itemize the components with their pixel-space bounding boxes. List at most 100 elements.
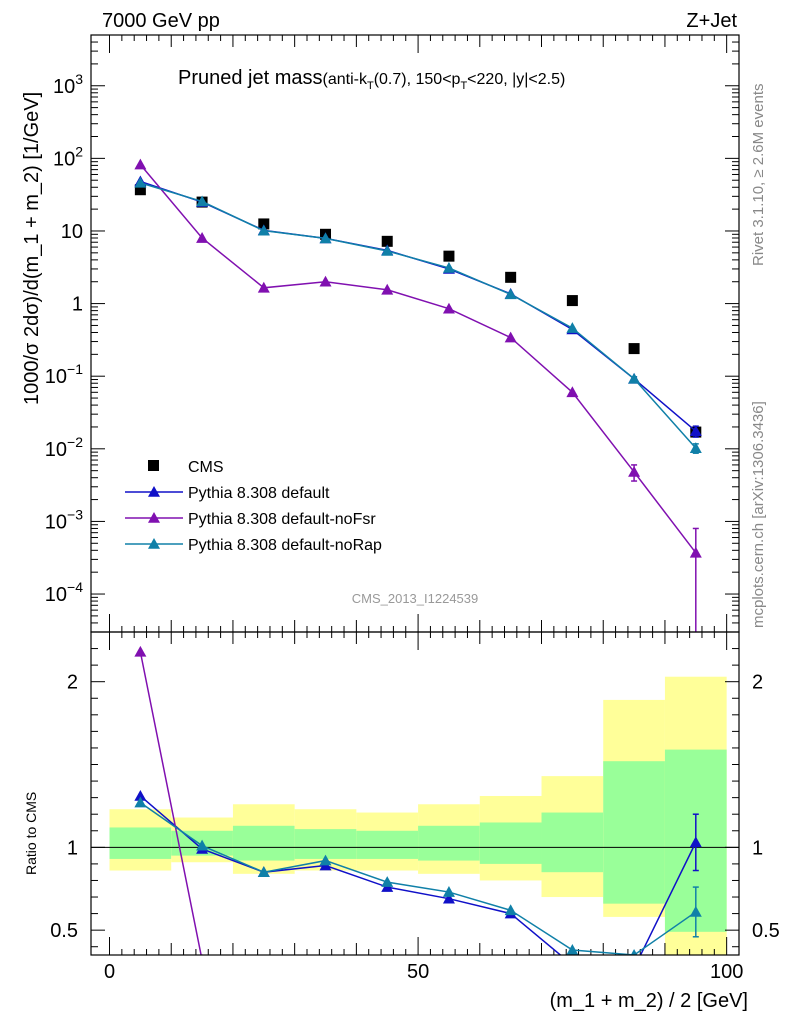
data-point — [566, 944, 579, 955]
data-point — [628, 343, 640, 355]
data-point — [258, 218, 270, 230]
series-line — [139, 795, 697, 955]
data-point — [257, 866, 270, 877]
data-point — [443, 250, 455, 262]
data-point — [689, 442, 702, 453]
analysis-watermark: CMS_2013_I1224539 — [352, 591, 479, 606]
y-tick-label: 0.5 — [50, 920, 78, 942]
data-point — [257, 281, 270, 293]
data-point — [628, 962, 640, 973]
series-line — [139, 801, 697, 955]
y-tick-label: 102 — [53, 143, 83, 170]
uncertainty-band-inner — [109, 827, 172, 859]
plot-title-sub-p: T — [460, 80, 467, 92]
legend-marker — [148, 512, 160, 523]
y-tick-label-base: 10 — [61, 221, 83, 243]
y-tick-label-base: 10 — [45, 439, 67, 461]
legend-marker — [148, 486, 160, 497]
data-point — [504, 288, 517, 300]
data-point — [442, 261, 455, 273]
legend-item: Pythia 8.308 default — [125, 485, 330, 502]
series-pythia-8-308-default — [134, 175, 702, 438]
plot-title: Pruned jet mass(anti-kT(0.7), 150<pT<220… — [178, 67, 565, 92]
data-point — [381, 972, 393, 983]
legend-marker — [148, 538, 160, 549]
data-point — [566, 322, 579, 333]
ratio-ylabel: Ratio to CMS — [23, 792, 39, 875]
y-tick-label: 1 — [752, 837, 763, 859]
legend-item: Pythia 8.308 default-noFsr — [125, 511, 376, 528]
data-point — [505, 982, 517, 993]
legend-label: Pythia 8.308 default-noRap — [188, 537, 382, 554]
data-point — [381, 244, 394, 256]
y-tick-label-exp: 3 — [75, 71, 83, 87]
ratio-data — [134, 645, 702, 993]
y-tick-label-base: 10 — [45, 584, 67, 606]
data-point — [442, 302, 455, 314]
legend-label: CMS — [188, 459, 224, 476]
x-tick-label: 100 — [710, 961, 743, 983]
y-tick-label: 0.5 — [752, 920, 780, 942]
y-tick-label: 103 — [53, 71, 83, 98]
y-tick-label: 10−4 — [45, 579, 83, 606]
y-tick-label: 1 — [67, 837, 78, 859]
x-tick-label: 50 — [407, 961, 429, 983]
y-tick-label: 1 — [72, 294, 83, 316]
ratio-bands — [109, 676, 727, 955]
plot-title-sub-k: T — [367, 80, 374, 92]
y-tick-label-exp: −1 — [67, 361, 83, 377]
legend: CMS Pythia 8.308 default Pythia 8.308 defa… — [125, 459, 382, 554]
y-tick-label-base: 10 — [45, 511, 67, 533]
data-point — [134, 184, 146, 196]
process-label: Z+Jet — [686, 10, 737, 32]
y-tick-label-base: 10 — [53, 148, 75, 170]
y-tick-label-base: 10 — [45, 366, 67, 388]
legend-label: Pythia 8.308 default-noFsr — [188, 511, 376, 528]
ratio-panel: 0.5 0.5 1 1 2 2 0 50 100 — [50, 631, 780, 993]
ratio-frame — [90, 631, 740, 956]
data-point — [320, 971, 332, 982]
data-point — [689, 546, 702, 558]
series-line — [140, 180, 697, 432]
data-point — [504, 331, 517, 343]
series-line — [140, 182, 697, 449]
ratio-series-pythia-8-308-default-norap — [134, 796, 702, 955]
y-tick-label-exp: 2 — [75, 143, 83, 159]
legend-marker — [148, 460, 159, 471]
main-ylabel: 1000/σ 2dσ)/d(m_1 + m_2) [1/GeV] — [21, 92, 43, 405]
uncertainty-band-inner — [603, 761, 665, 904]
data-point — [442, 886, 455, 897]
collision-label: 7000 GeV pp — [102, 10, 220, 32]
series-cms — [134, 184, 702, 438]
plot-title-main: Pruned jet mass — [178, 67, 323, 89]
data-point — [196, 839, 209, 851]
uncertainty-band-inner — [479, 822, 542, 864]
data-point — [134, 796, 147, 808]
data-point — [689, 425, 702, 436]
uncertainty-band-inner — [294, 829, 357, 859]
main-data — [134, 158, 702, 632]
xlabel: (m_1 + m_2) / 2 [GeV] — [550, 990, 748, 1012]
uncertainty-band-inner — [418, 825, 480, 861]
series-line — [139, 164, 697, 554]
data-point — [566, 386, 579, 398]
data-point — [134, 789, 147, 801]
y-tick-label-exp: −3 — [67, 506, 83, 522]
data-point — [566, 295, 578, 307]
uncertainty-band-inner — [356, 830, 419, 859]
data-point — [134, 176, 147, 188]
y-tick-label: 10−1 — [45, 361, 83, 388]
data-point — [196, 232, 209, 243]
y-tick-label-exp: −4 — [67, 579, 83, 595]
data-point — [628, 372, 641, 384]
uncertainty-band-inner — [232, 825, 295, 861]
y-tick-label: 10−3 — [45, 506, 83, 533]
uncertainty-band-inner — [541, 812, 604, 873]
y-tick-label: 10 — [61, 221, 83, 243]
data-point — [566, 959, 578, 970]
data-point — [319, 275, 332, 287]
series-pythia-8-308-default-norap — [134, 176, 702, 454]
legend-item: CMS — [148, 459, 224, 476]
